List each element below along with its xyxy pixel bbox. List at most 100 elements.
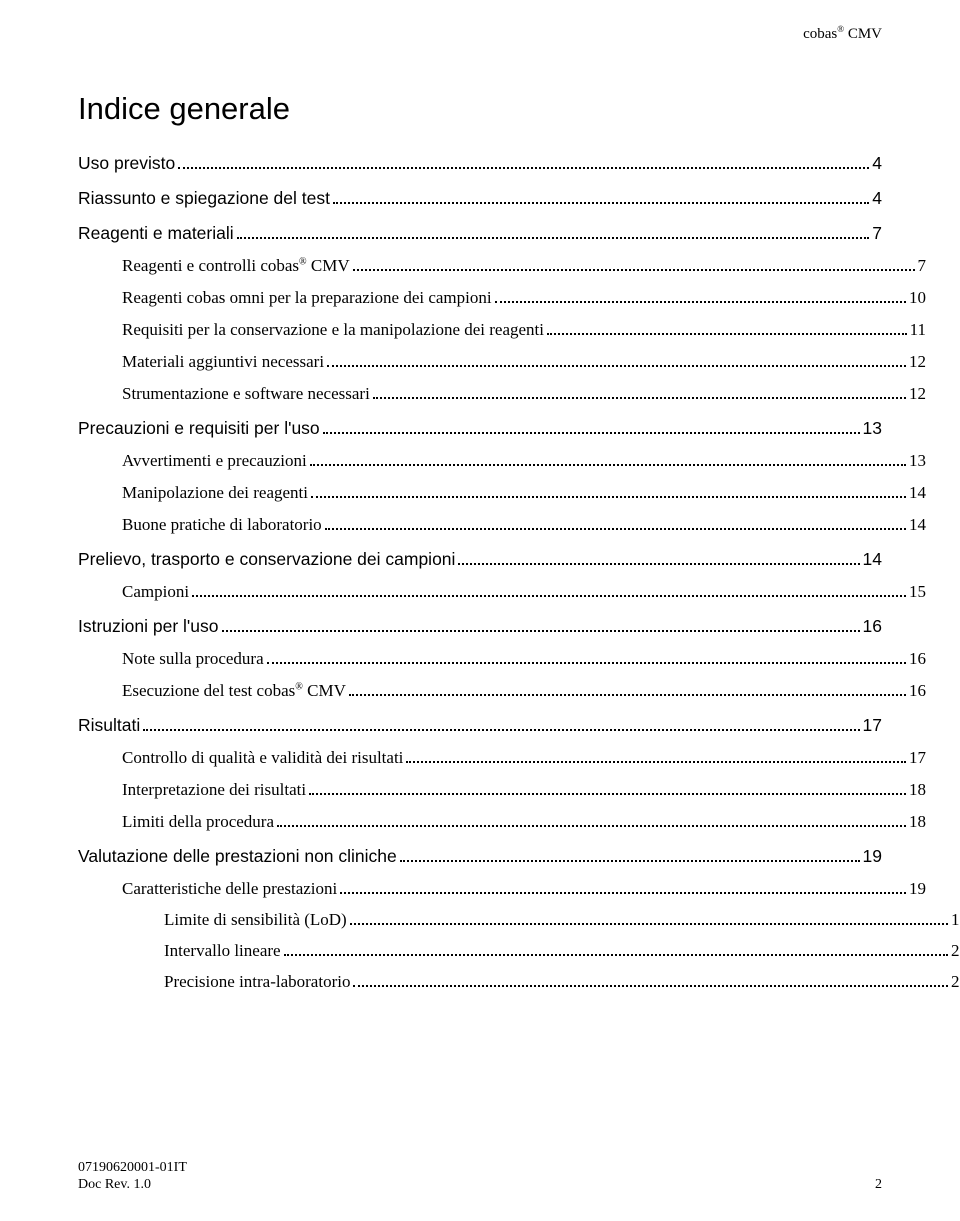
toc-page-number: 18	[909, 812, 926, 832]
toc-leader-dots	[267, 650, 906, 664]
toc-leader-dots	[495, 289, 906, 303]
toc-page-number: 19	[951, 910, 960, 930]
toc-label: Campioni	[122, 582, 189, 602]
toc-label: Uso previsto	[78, 153, 175, 174]
toc-label: Manipolazione dei reagenti	[122, 483, 308, 503]
toc-entry[interactable]: Controllo di qualità e validità dei risu…	[122, 748, 926, 768]
toc-leader-dots	[222, 618, 860, 632]
toc-page-number: 18	[909, 780, 926, 800]
toc-label: Caratteristiche delle prestazioni	[122, 879, 337, 899]
toc-page-number: 16	[909, 681, 926, 701]
toc-label: Controllo di qualità e validità dei risu…	[122, 748, 403, 768]
toc-page-number: 11	[910, 320, 926, 340]
toc-leader-dots	[400, 848, 860, 862]
toc-label: Limite di sensibilità (LoD)	[164, 910, 347, 930]
toc-leader-dots	[406, 749, 906, 763]
toc-label: Requisiti per la conservazione e la mani…	[122, 320, 544, 340]
toc-entry[interactable]: Avvertimenti e precauzioni 13	[122, 451, 926, 471]
toc-entry[interactable]: Riassunto e spiegazione del test 4	[78, 188, 882, 209]
document-page: cobas® CMV Indice generale Uso previsto 4…	[0, 0, 960, 1221]
toc-page-number: 14	[909, 515, 926, 535]
toc-page-number: 19	[863, 846, 882, 867]
toc-leader-dots	[237, 225, 870, 239]
toc-page-number: 14	[863, 549, 882, 570]
toc-page-number: 20	[951, 941, 960, 961]
toc-label: Reagenti e controlli cobas® CMV	[122, 256, 350, 276]
toc-page-number: 21	[951, 972, 960, 992]
toc-entry[interactable]: Requisiti per la conservazione e la mani…	[122, 320, 926, 340]
table-of-contents: Uso previsto4Riassunto e spiegazione del…	[78, 153, 882, 992]
toc-entry[interactable]: Note sulla procedura16	[122, 649, 926, 669]
toc-label: Valutazione delle prestazioni non clinic…	[78, 846, 397, 867]
toc-entry[interactable]: Buone pratiche di laboratorio 14	[122, 515, 926, 535]
toc-entry[interactable]: Materiali aggiuntivi necessari12	[122, 352, 926, 372]
toc-leader-dots	[143, 717, 859, 731]
toc-entry[interactable]: Prelievo, trasporto e conservazione dei …	[78, 549, 882, 570]
footer-rev: Doc Rev. 1.0	[78, 1177, 151, 1193]
toc-entry[interactable]: Manipolazione dei reagenti 14	[122, 483, 926, 503]
toc-entry[interactable]: Campioni 15	[122, 582, 926, 602]
toc-leader-dots	[350, 911, 948, 925]
toc-leader-dots	[349, 682, 906, 696]
toc-page-number: 17	[909, 748, 926, 768]
toc-leader-dots	[547, 321, 907, 335]
product-name: cobas® CMV	[803, 26, 882, 42]
toc-label: Istruzioni per l'uso	[78, 616, 219, 637]
toc-page-number: 7	[872, 223, 882, 244]
toc-leader-dots	[353, 973, 948, 987]
toc-label: Interpretazione dei risultati	[122, 780, 306, 800]
toc-label: Risultati	[78, 715, 140, 736]
toc-label: Limiti della procedura	[122, 812, 274, 832]
footer-doc-id: 07190620001-01IT	[78, 1160, 187, 1176]
toc-leader-dots	[333, 190, 869, 204]
toc-leader-dots	[277, 813, 906, 827]
toc-label: Riassunto e spiegazione del test	[78, 188, 330, 209]
toc-page-number: 13	[863, 418, 882, 439]
toc-entry[interactable]: Uso previsto 4	[78, 153, 882, 174]
toc-leader-dots	[310, 452, 906, 466]
toc-entry[interactable]: Limite di sensibilità (LoD) 19	[164, 910, 960, 930]
toc-label: Prelievo, trasporto e conservazione dei …	[78, 549, 455, 570]
toc-leader-dots	[327, 353, 906, 367]
toc-leader-dots	[311, 484, 906, 498]
toc-label: Precisione intra-laboratorio	[164, 972, 350, 992]
toc-page-number: 16	[863, 616, 882, 637]
toc-entry[interactable]: Precisione intra-laboratorio 21	[164, 972, 960, 992]
toc-page-number: 14	[909, 483, 926, 503]
toc-page-number: 13	[909, 451, 926, 471]
toc-leader-dots	[340, 880, 906, 894]
toc-page-number: 10	[909, 288, 926, 308]
toc-entry[interactable]: Istruzioni per l'uso 16	[78, 616, 882, 637]
toc-page-number: 4	[872, 188, 882, 209]
page-title: Indice generale	[78, 91, 882, 127]
toc-label: Strumentazione e software necessari	[122, 384, 370, 404]
toc-leader-dots	[353, 257, 915, 271]
toc-entry[interactable]: Strumentazione e software necessari 12	[122, 384, 926, 404]
toc-leader-dots	[309, 781, 906, 795]
toc-leader-dots	[284, 942, 948, 956]
toc-entry[interactable]: Precauzioni e requisiti per l'uso13	[78, 418, 882, 439]
toc-leader-dots	[192, 583, 906, 597]
toc-label: Buone pratiche di laboratorio	[122, 515, 322, 535]
toc-entry[interactable]: Esecuzione del test cobas® CMV 16	[122, 681, 926, 701]
toc-page-number: 12	[909, 384, 926, 404]
toc-entry[interactable]: Intervallo lineare20	[164, 941, 960, 961]
toc-label: Materiali aggiuntivi necessari	[122, 352, 324, 372]
toc-entry[interactable]: Valutazione delle prestazioni non clinic…	[78, 846, 882, 867]
toc-page-number: 15	[909, 582, 926, 602]
toc-entry[interactable]: Reagenti cobas omni per la preparazione …	[122, 288, 926, 308]
toc-page-number: 4	[872, 153, 882, 174]
toc-entry[interactable]: Reagenti e materiali7	[78, 223, 882, 244]
toc-page-number: 17	[863, 715, 882, 736]
toc-page-number: 19	[909, 879, 926, 899]
toc-label: Esecuzione del test cobas® CMV	[122, 681, 346, 701]
toc-entry[interactable]: Reagenti e controlli cobas® CMV7	[122, 256, 926, 276]
page-header: cobas® CMV	[78, 24, 882, 43]
toc-entry[interactable]: Caratteristiche delle prestazioni 19	[122, 879, 926, 899]
toc-label: Reagenti cobas omni per la preparazione …	[122, 288, 492, 308]
toc-entry[interactable]: Interpretazione dei risultati 18	[122, 780, 926, 800]
toc-entry[interactable]: Limiti della procedura 18	[122, 812, 926, 832]
toc-label: Avvertimenti e precauzioni	[122, 451, 307, 471]
toc-page-number: 16	[909, 649, 926, 669]
toc-entry[interactable]: Risultati 17	[78, 715, 882, 736]
